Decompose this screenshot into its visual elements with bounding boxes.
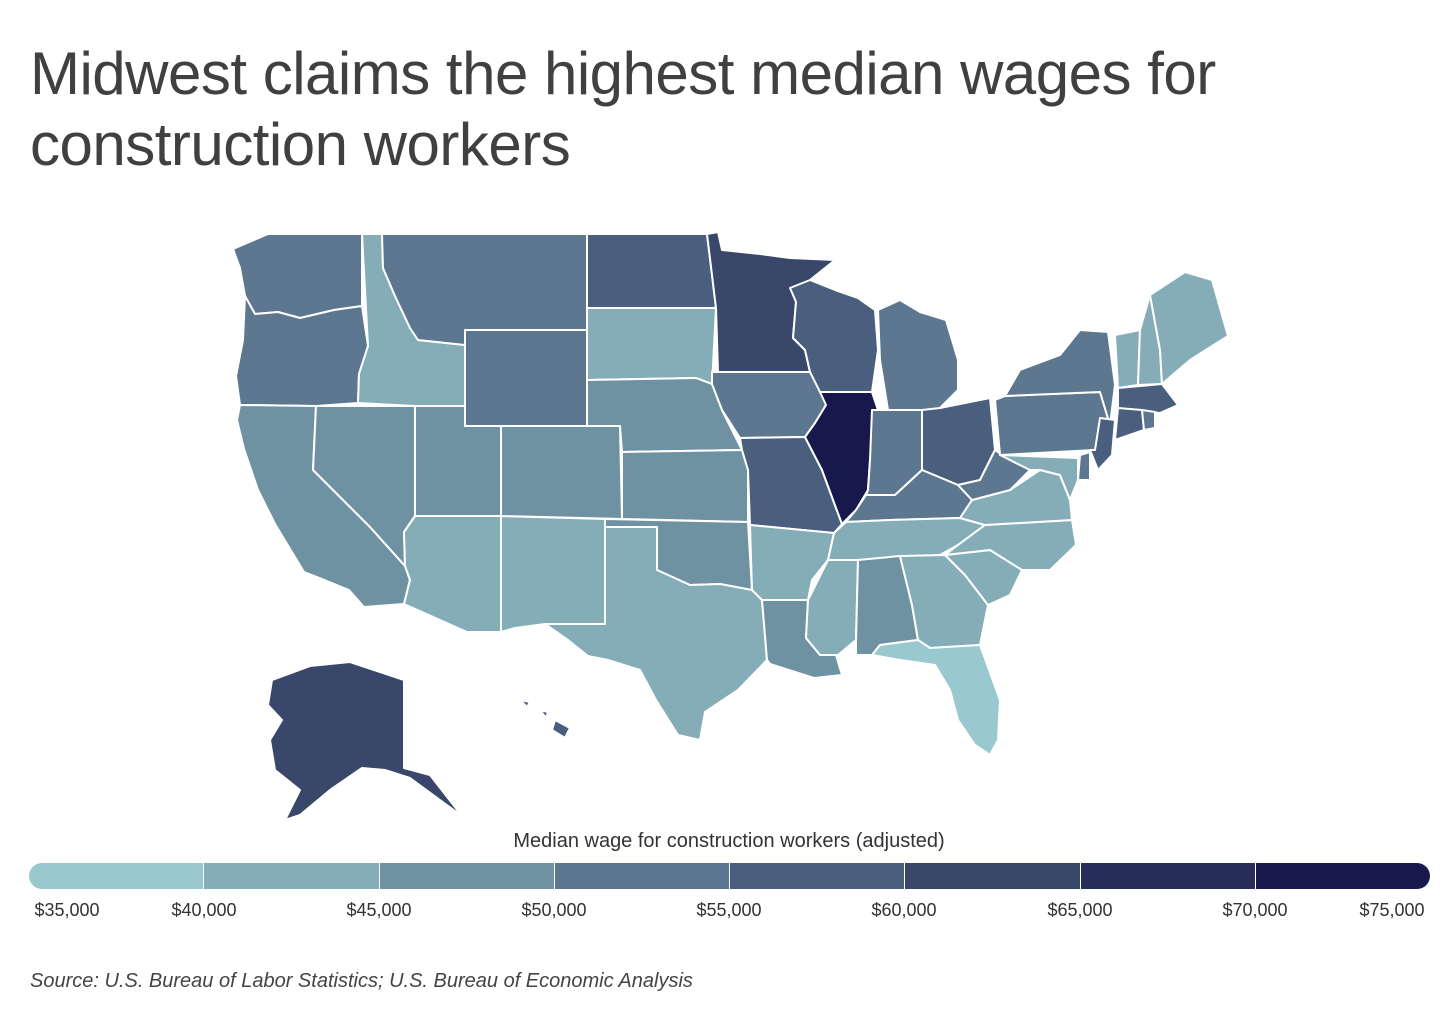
chart-title: Midwest claims the highest median wages … <box>30 40 1216 178</box>
state-de <box>1077 451 1091 481</box>
legend-bin-3 <box>553 863 729 889</box>
state-md <box>999 454 1079 501</box>
state-ct <box>1114 407 1145 441</box>
state-sd <box>586 307 717 385</box>
state-ma <box>1117 383 1179 414</box>
state-hi <box>519 699 571 739</box>
state-vt <box>1114 329 1141 389</box>
state-fl <box>871 639 1001 756</box>
legend-tick-label: $50,000 <box>521 900 587 920</box>
state-co <box>500 425 623 520</box>
state-ks <box>621 449 749 523</box>
legend-tick-label: $65,000 <box>1047 900 1113 920</box>
state-nm <box>500 515 606 633</box>
state-nj <box>1089 417 1116 471</box>
legend-tick-label: $75,000 <box>1359 900 1425 920</box>
legend-tick-label: $40,000 <box>171 900 237 920</box>
state-me <box>1149 271 1229 385</box>
state-mi <box>877 299 959 411</box>
legend-bin-0 <box>29 863 204 889</box>
legend-tick-label: $60,000 <box>871 900 937 920</box>
state-pa <box>994 391 1111 456</box>
state-ny <box>1004 329 1116 426</box>
state-nd <box>586 233 717 309</box>
legend-bin-1 <box>203 863 379 889</box>
state-ri <box>1141 409 1156 431</box>
legend-tick-label: $70,000 <box>1222 900 1288 920</box>
state-ak <box>267 661 463 821</box>
legend-tick-label: $45,000 <box>346 900 412 920</box>
legend-tick-label: $35,000 <box>34 900 100 920</box>
state-wa <box>232 233 363 319</box>
legend-bin-7 <box>1254 863 1430 889</box>
legend-title: Median wage for construction workers (ad… <box>513 830 945 852</box>
legend-bin-4 <box>729 863 905 889</box>
legend-tick-label: $55,000 <box>696 900 762 920</box>
state-ms <box>805 559 859 656</box>
state-az <box>403 515 502 633</box>
legend-bin-5 <box>904 863 1080 889</box>
state-wy <box>464 329 588 427</box>
state-tx <box>544 526 768 741</box>
source-note: Source: U.S. Bureau of Labor Statistics;… <box>30 970 693 992</box>
legend-color-bar <box>29 863 1430 889</box>
state-mt <box>381 233 588 346</box>
legend-bin-2 <box>378 863 554 889</box>
legend-bin-6 <box>1079 863 1255 889</box>
